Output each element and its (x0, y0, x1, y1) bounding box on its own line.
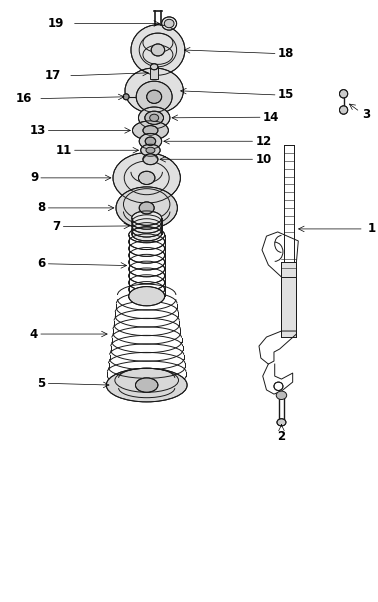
Ellipse shape (147, 90, 162, 104)
Text: 7: 7 (53, 220, 60, 233)
Text: 1: 1 (367, 222, 376, 235)
Text: 9: 9 (30, 172, 38, 184)
Text: 4: 4 (30, 327, 38, 341)
Text: 11: 11 (56, 144, 72, 157)
Text: 14: 14 (263, 111, 279, 124)
Ellipse shape (162, 17, 177, 30)
Ellipse shape (141, 144, 160, 157)
Ellipse shape (131, 25, 185, 75)
Ellipse shape (123, 94, 129, 100)
Ellipse shape (132, 219, 162, 233)
Ellipse shape (138, 171, 155, 184)
Text: 5: 5 (37, 377, 46, 389)
Ellipse shape (129, 268, 165, 284)
Text: 17: 17 (44, 69, 60, 82)
Ellipse shape (339, 106, 348, 114)
Ellipse shape (129, 275, 165, 290)
Ellipse shape (150, 114, 159, 122)
Ellipse shape (132, 226, 162, 241)
Text: 2: 2 (277, 430, 285, 443)
Bar (282, 262, 296, 337)
Ellipse shape (132, 121, 169, 140)
Ellipse shape (339, 90, 348, 98)
Ellipse shape (129, 234, 165, 250)
Ellipse shape (145, 111, 164, 125)
Text: 15: 15 (278, 88, 294, 102)
Ellipse shape (139, 134, 162, 149)
Ellipse shape (113, 153, 180, 203)
Ellipse shape (150, 64, 158, 70)
Text: 3: 3 (362, 108, 370, 122)
Ellipse shape (143, 154, 158, 165)
Ellipse shape (132, 223, 162, 237)
Text: 12: 12 (255, 135, 271, 147)
Ellipse shape (129, 282, 165, 297)
Ellipse shape (125, 68, 183, 114)
Text: 19: 19 (48, 17, 64, 30)
Text: 13: 13 (29, 124, 46, 137)
Ellipse shape (132, 211, 162, 225)
Text: 16: 16 (15, 92, 32, 105)
Ellipse shape (135, 378, 158, 393)
Text: 8: 8 (37, 202, 46, 214)
Ellipse shape (129, 261, 165, 277)
Ellipse shape (129, 227, 165, 243)
Ellipse shape (276, 391, 287, 400)
Ellipse shape (145, 137, 156, 146)
Ellipse shape (129, 287, 165, 306)
Ellipse shape (146, 147, 155, 154)
Ellipse shape (139, 202, 154, 214)
Ellipse shape (151, 44, 165, 56)
Text: 18: 18 (278, 47, 294, 60)
Bar (150, 67, 158, 79)
Ellipse shape (129, 241, 165, 256)
Ellipse shape (136, 81, 172, 113)
Text: 6: 6 (37, 257, 46, 270)
Ellipse shape (132, 215, 162, 229)
Ellipse shape (116, 187, 177, 229)
Text: 10: 10 (255, 153, 271, 166)
Ellipse shape (129, 288, 165, 304)
Ellipse shape (138, 107, 170, 129)
Ellipse shape (129, 247, 165, 263)
Ellipse shape (106, 368, 187, 402)
Ellipse shape (274, 382, 283, 391)
Ellipse shape (277, 419, 286, 426)
Ellipse shape (164, 19, 174, 28)
Ellipse shape (143, 126, 158, 135)
Ellipse shape (129, 255, 165, 270)
